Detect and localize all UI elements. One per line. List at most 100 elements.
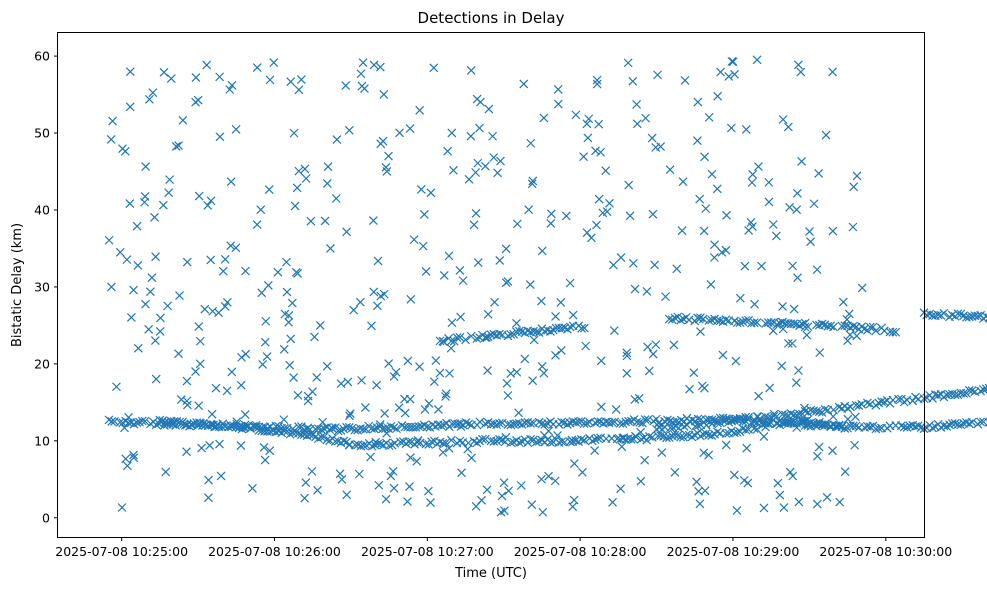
track-point xyxy=(741,316,751,325)
clutter-point xyxy=(237,352,247,362)
clutter-point xyxy=(471,208,481,218)
clutter-point xyxy=(609,326,619,336)
track-point xyxy=(860,324,869,334)
clutter-point xyxy=(156,313,165,323)
clutter-point xyxy=(195,336,205,346)
track-point xyxy=(681,430,691,440)
clutter-point xyxy=(757,261,766,271)
track-point xyxy=(891,327,901,337)
clutter-point xyxy=(357,375,367,385)
clutter-point xyxy=(322,361,332,371)
clutter-point xyxy=(630,431,640,441)
clutter-point xyxy=(141,299,150,309)
clutter-point xyxy=(650,260,660,270)
clutter-point xyxy=(282,287,292,297)
clutter-point xyxy=(331,194,341,203)
clutter-point xyxy=(429,377,439,387)
clutter-point xyxy=(539,113,549,123)
track-point xyxy=(684,315,694,325)
clutter-point xyxy=(335,469,345,479)
track-point xyxy=(412,437,422,447)
clutter-point xyxy=(768,326,778,336)
clutter-point xyxy=(313,485,322,495)
clutter-point xyxy=(206,196,216,206)
clutter-point xyxy=(835,497,845,507)
clutter-point xyxy=(569,459,579,469)
x-tick-label: 2025-07-08 10:30:00 xyxy=(819,544,952,559)
track-point xyxy=(981,384,987,394)
track-point xyxy=(647,432,657,442)
clutter-point xyxy=(765,383,775,393)
clutter-point xyxy=(752,55,762,65)
clutter-point xyxy=(389,372,399,381)
track-point xyxy=(475,436,485,446)
clutter-point xyxy=(759,503,769,513)
clutter-point xyxy=(120,423,129,433)
clutter-point xyxy=(539,430,549,440)
clutter-point xyxy=(651,340,661,350)
clutter-point xyxy=(628,76,638,86)
clutter-point xyxy=(567,435,577,445)
clutter-point xyxy=(601,166,611,176)
track-point xyxy=(902,422,912,432)
clutter-point xyxy=(692,477,702,487)
track-point xyxy=(104,415,114,425)
clutter-point xyxy=(653,70,662,80)
clutter-point xyxy=(632,119,642,129)
clutter-point xyxy=(409,235,419,245)
clutter-point xyxy=(625,211,635,221)
track-point xyxy=(226,420,236,430)
clutter-point xyxy=(710,240,719,250)
track-point xyxy=(217,422,227,432)
clutter-point xyxy=(843,414,853,424)
track-point xyxy=(579,419,589,428)
track-point xyxy=(305,430,315,440)
clutter-point xyxy=(775,490,785,500)
track-point xyxy=(645,431,654,441)
track-point xyxy=(615,418,625,428)
clutter-point xyxy=(395,128,404,138)
clutter-point xyxy=(300,493,309,503)
track-point xyxy=(693,421,703,431)
clutter-point xyxy=(306,216,316,226)
clutter-point xyxy=(828,67,837,77)
clutter-point xyxy=(553,430,562,440)
clutter-point xyxy=(345,409,355,418)
clutter-point xyxy=(182,257,192,267)
clutter-point xyxy=(231,243,241,253)
clutter-point xyxy=(447,318,457,328)
clutter-point xyxy=(616,253,626,262)
track-point xyxy=(812,406,821,416)
clutter-point xyxy=(176,395,186,405)
clutter-point xyxy=(308,387,317,397)
clutter-point xyxy=(438,447,448,457)
track-point xyxy=(285,429,295,439)
clutter-point xyxy=(252,220,262,230)
clutter-point xyxy=(151,252,161,262)
clutter-point xyxy=(759,432,769,441)
clutter-point xyxy=(501,278,511,288)
clutter-point xyxy=(216,471,226,481)
clutter-point xyxy=(443,146,453,156)
track-point xyxy=(489,437,499,446)
clutter-point xyxy=(527,179,537,189)
clutter-point xyxy=(800,322,810,332)
clutter-point xyxy=(622,368,632,378)
clutter-point xyxy=(850,440,860,450)
track-point xyxy=(514,438,524,447)
clutter-point xyxy=(797,156,807,166)
track-point xyxy=(727,416,736,426)
clutter-point xyxy=(539,368,549,378)
clutter-point xyxy=(550,476,560,486)
clutter-point xyxy=(520,354,530,364)
clutter-point xyxy=(211,383,221,393)
track-point xyxy=(950,390,960,400)
track-point xyxy=(879,326,889,336)
clutter-point xyxy=(225,85,235,94)
track-point xyxy=(526,418,536,428)
clutter-point xyxy=(379,89,389,99)
clutter-point xyxy=(640,455,650,465)
clutter-point xyxy=(693,136,702,146)
clutter-point xyxy=(174,141,183,150)
clutter-point xyxy=(730,69,740,79)
